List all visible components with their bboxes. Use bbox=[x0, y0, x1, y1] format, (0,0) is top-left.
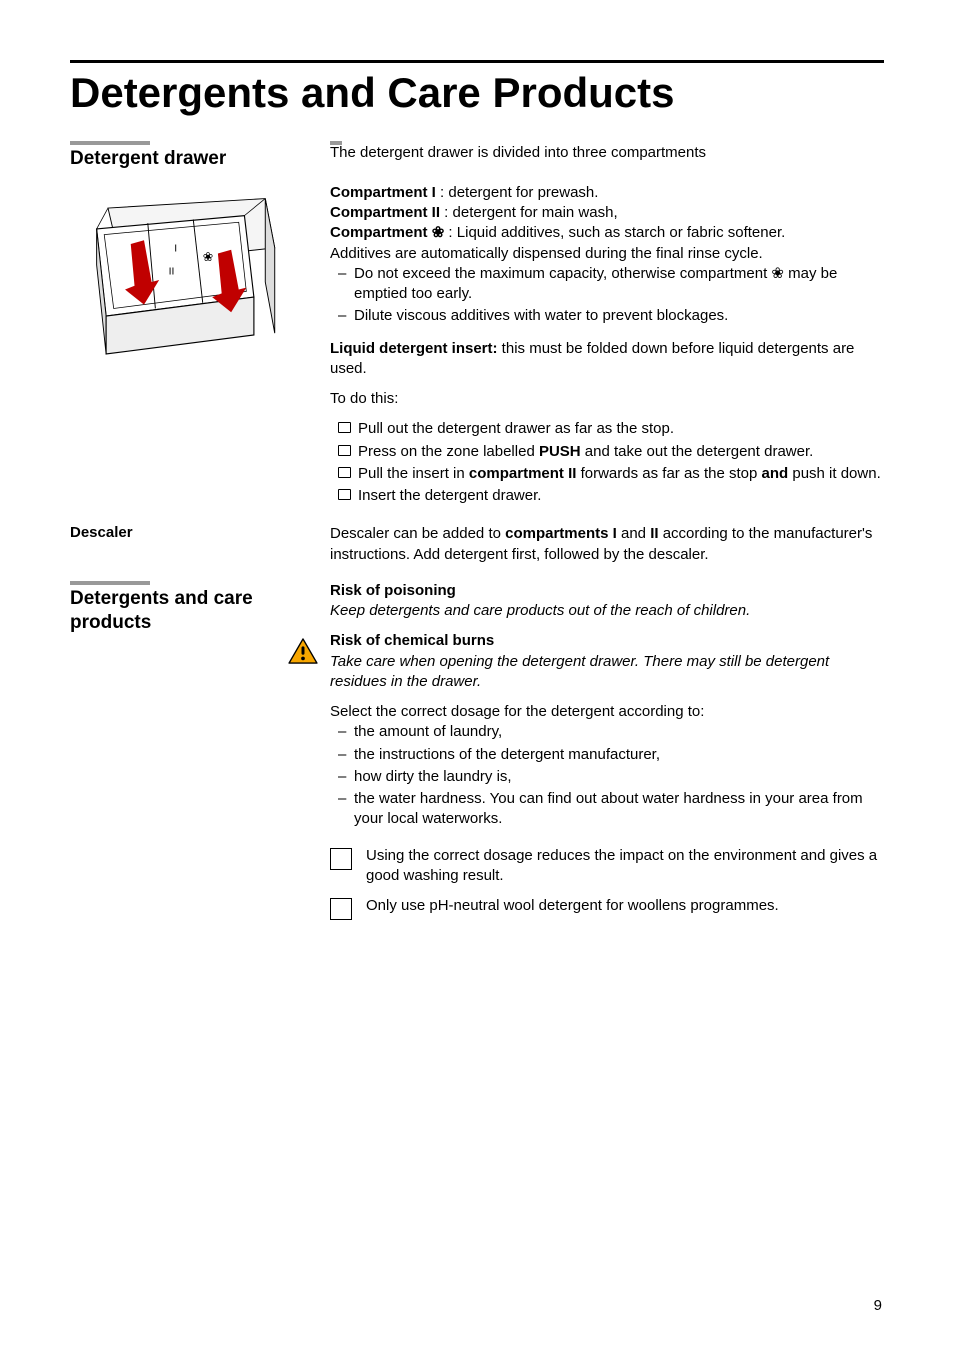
dosage-item: the instructions of the detergent manufa… bbox=[330, 745, 884, 765]
dosage-intro: Select the correct dosage for the deterg… bbox=[330, 702, 884, 722]
warning-icon bbox=[288, 638, 318, 664]
step-item: Pull the insert in compartment II forwar… bbox=[330, 464, 884, 484]
heading-drawer: Detergent drawer bbox=[70, 147, 318, 171]
comp3-text: : Liquid additives, such as starch or fa… bbox=[444, 224, 785, 241]
risk2-text: Take care when opening the detergent dra… bbox=[330, 652, 884, 693]
comp3-line: Compartment ❀ : Liquid additives, such a… bbox=[330, 223, 884, 243]
row-descaler: Descaler Descaler can be added to compar… bbox=[70, 524, 884, 565]
todo-label: To do this: bbox=[330, 389, 884, 409]
risk1-title: Risk of poisoning bbox=[330, 582, 456, 599]
comp1-text: : detergent for prewash. bbox=[436, 184, 599, 201]
page-number: 9 bbox=[874, 1297, 882, 1314]
heading-bar bbox=[70, 141, 150, 145]
descaler-text: Descaler can be added to compartments I … bbox=[330, 524, 884, 565]
info1-text: Using the correct dosage reduces the imp… bbox=[366, 846, 884, 887]
dash-item: Do not exceed the maximum capacity, othe… bbox=[330, 264, 884, 305]
step-item: Pull out the detergent drawer as far as … bbox=[330, 419, 884, 439]
risk1-text: Keep detergents and care products out of… bbox=[330, 601, 884, 621]
comp1-label: Compartment I bbox=[330, 184, 436, 201]
dosage-item: how dirty the laundry is, bbox=[330, 767, 884, 787]
info-box-icon bbox=[330, 898, 352, 920]
drawer-illustration: I II ❀ bbox=[70, 191, 290, 371]
top-rule bbox=[70, 60, 884, 63]
comp2-line: Compartment II : detergent for main wash… bbox=[330, 203, 884, 223]
row-drawer-intro: Detergent drawer The detergent drawer is… bbox=[70, 141, 884, 171]
page-title: Detergents and Care Products bbox=[70, 69, 884, 117]
comp3-label: Compartment bbox=[330, 224, 432, 241]
comp2-text: : detergent for main wash, bbox=[440, 204, 618, 221]
info-row: Using the correct dosage reduces the imp… bbox=[330, 846, 884, 887]
row-info: Using the correct dosage reduces the imp… bbox=[70, 846, 884, 931]
risk2-title: Risk of chemical burns bbox=[330, 632, 494, 649]
row-care-1: Detergents and care products Risk of poi… bbox=[70, 581, 884, 832]
step-item: Insert the detergent drawer. bbox=[330, 486, 884, 506]
flower-icon: ❀ bbox=[432, 224, 445, 241]
info-box-icon bbox=[330, 848, 352, 870]
illus-flower-icon: ❀ bbox=[203, 250, 213, 264]
dosage-item: the water hardness. You can find out abo… bbox=[330, 789, 884, 830]
heading-bar bbox=[70, 581, 150, 585]
dash-item: Dilute viscous additives with water to p… bbox=[330, 306, 884, 326]
dosage-list: the amount of laundry, the instructions … bbox=[330, 722, 884, 829]
steps-list: Pull out the detergent drawer as far as … bbox=[330, 419, 884, 506]
info2-text: Only use pH-neutral wool detergent for w… bbox=[366, 896, 779, 916]
dosage-item: the amount of laundry, bbox=[330, 722, 884, 742]
drawer-dash-list: Do not exceed the maximum capacity, othe… bbox=[330, 264, 884, 327]
info-row: Only use pH-neutral wool detergent for w… bbox=[330, 896, 884, 920]
comp1-line: Compartment I : detergent for prewash. bbox=[330, 183, 884, 203]
heading-care: Detergents and care products bbox=[70, 587, 318, 635]
illus-label-I: I bbox=[174, 243, 177, 254]
comp2-label: Compartment II bbox=[330, 204, 440, 221]
additives-line: Additives are automatically dispensed du… bbox=[330, 244, 884, 264]
row-drawer-body: I II ❀ Compartment I : detergent for pre… bbox=[70, 183, 884, 509]
illus-label-II: II bbox=[169, 266, 175, 277]
drawer-intro: The detergent drawer is divided into thr… bbox=[330, 143, 884, 163]
liquid-label: Liquid detergent insert: bbox=[330, 340, 498, 357]
step-item: Press on the zone labelled PUSH and take… bbox=[330, 442, 884, 462]
heading-descaler: Descaler bbox=[70, 524, 318, 541]
